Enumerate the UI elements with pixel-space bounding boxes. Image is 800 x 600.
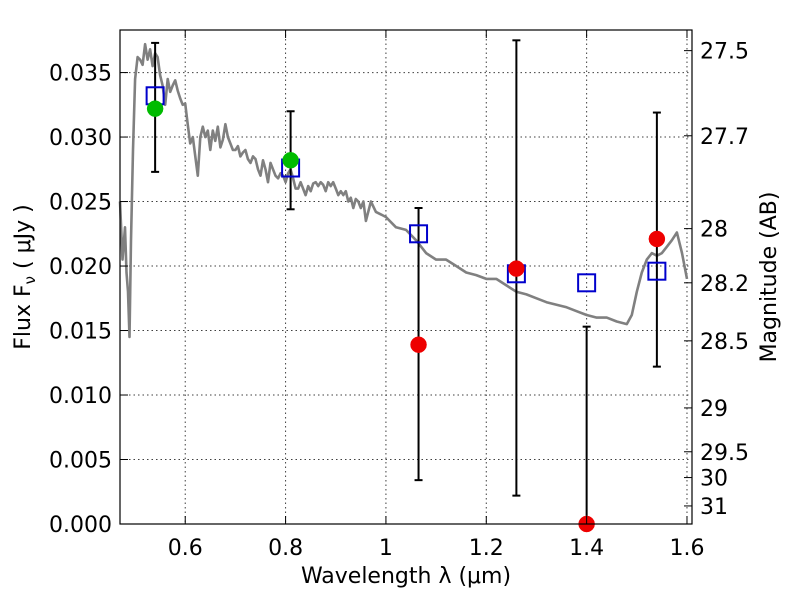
y2-tick-label: 27.5: [700, 40, 749, 65]
circle-marker: [146, 100, 164, 117]
errorbar-layer: [151, 39, 661, 525]
x-tick-label: 1.4: [569, 536, 604, 561]
y-axis-label: Flux Fν ( μJy ): [11, 204, 39, 349]
y-axis-label-main: Flux F: [11, 284, 36, 349]
y2-tick-label: 29: [700, 397, 728, 422]
y-tick-label: 0.030: [49, 126, 112, 151]
y-tick-label: 0.000: [49, 513, 112, 538]
tick-layer: [120, 30, 692, 525]
y-tick-label: 0.005: [49, 449, 112, 474]
y-tick-label: 0.020: [49, 255, 112, 280]
y2-tick-label: 28.5: [700, 330, 749, 355]
circle-marker: [410, 336, 427, 353]
x-tick-label: 1.2: [469, 536, 504, 561]
grid-layer: [120, 30, 692, 525]
spectrum-layer: [118, 42, 689, 339]
x-axis-label: Wavelength λ (μm): [301, 564, 511, 589]
y2-tick-label: 31: [700, 495, 728, 520]
square-marker: [577, 273, 597, 293]
plot-frame: [119, 29, 693, 525]
y2-tick-label: 30: [700, 467, 728, 492]
y-tick-label: 0.025: [49, 191, 112, 216]
square-marker: [647, 261, 667, 281]
marker-layer: [145, 86, 667, 533]
y-tick-label: 0.015: [49, 320, 112, 345]
circle-marker: [508, 260, 525, 277]
x-tick-label: 1: [379, 536, 393, 561]
y2-tick-label: 29.5: [700, 441, 749, 466]
spectrum-line: [118, 42, 689, 339]
y-tick-label: 0.010: [49, 384, 112, 409]
y2-tick-label: 27.7: [700, 125, 749, 150]
y-axis-label-subscript: ν: [21, 276, 39, 284]
y2-tick-label: 28: [700, 218, 728, 243]
circle-marker: [648, 230, 666, 248]
circle-marker: [282, 152, 299, 169]
x-tick-label: 0.6: [168, 536, 203, 561]
square-marker: [409, 224, 429, 244]
x-tick-label: 0.8: [268, 536, 303, 561]
y-axis-label-unit: ( μJy ): [11, 204, 36, 276]
y2-tick-label: 28.2: [700, 272, 749, 297]
x-tick-label: 1.6: [669, 536, 704, 561]
tick-label-layer: 0.6 0.8 1 1.2 1.4 1.6 0.000 0.005 0.010 0.015 0.02…: [49, 40, 749, 561]
y2-axis-label: Magnitude (AB): [757, 192, 782, 363]
y-tick-label: 0.035: [49, 62, 112, 87]
